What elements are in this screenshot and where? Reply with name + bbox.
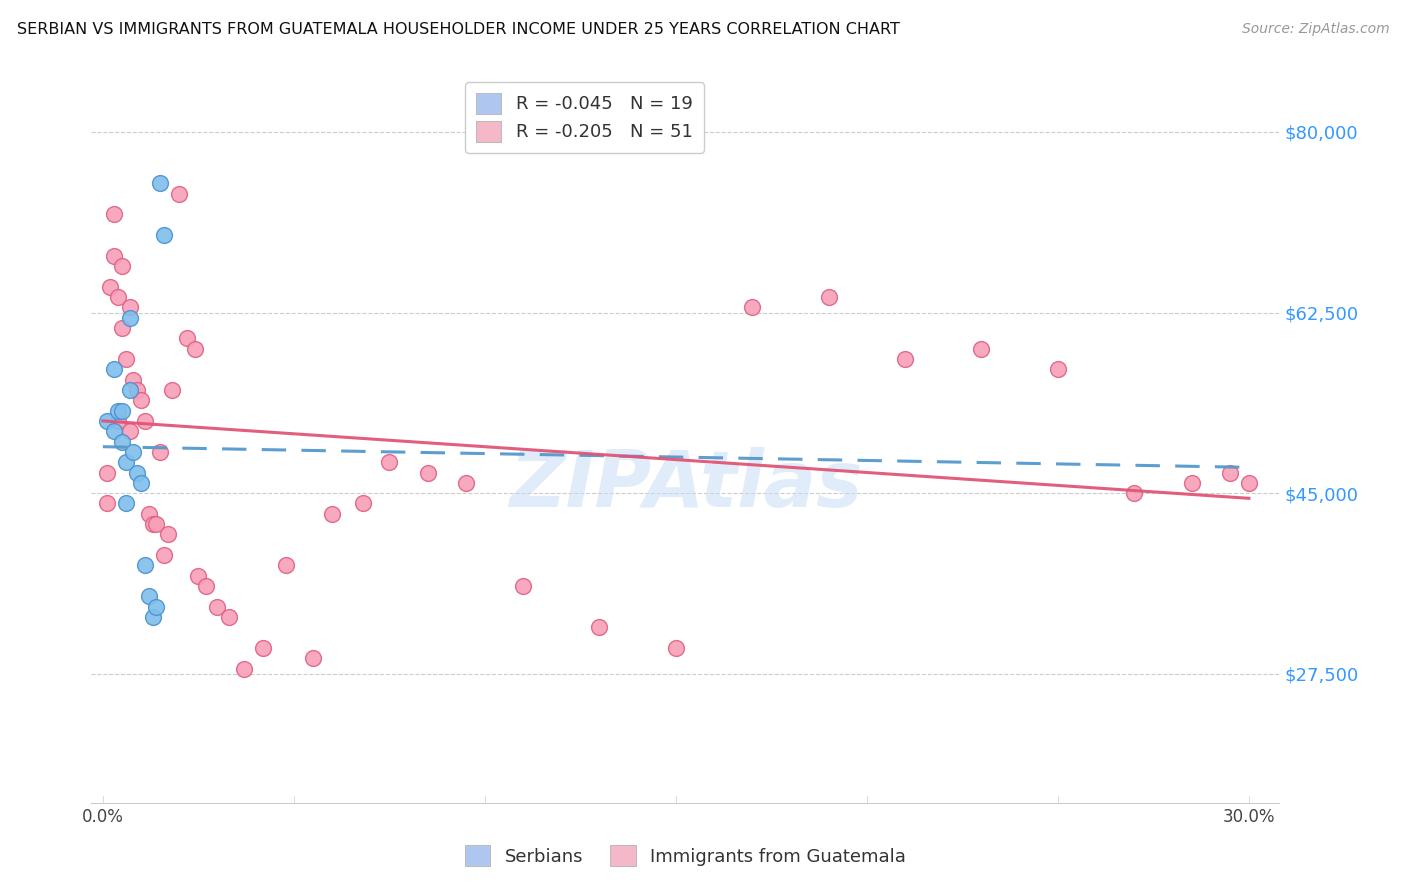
Point	[454, 475, 477, 490]
Point	[145, 517, 167, 532]
Point	[817, 290, 839, 304]
Point	[665, 640, 688, 655]
Point	[252, 640, 274, 655]
Point	[118, 301, 141, 315]
Point	[129, 475, 152, 490]
Text: Source: ZipAtlas.com: Source: ZipAtlas.com	[1241, 22, 1389, 37]
Point	[512, 579, 534, 593]
Point	[129, 393, 152, 408]
Point	[156, 527, 179, 541]
Point	[416, 466, 439, 480]
Point	[134, 414, 156, 428]
Point	[1181, 475, 1204, 490]
Point	[134, 558, 156, 573]
Point	[96, 466, 118, 480]
Point	[741, 301, 763, 315]
Point	[114, 351, 136, 366]
Point	[588, 620, 610, 634]
Point	[167, 186, 190, 201]
Point	[107, 403, 129, 417]
Point	[118, 383, 141, 397]
Point	[127, 383, 149, 397]
Point	[107, 290, 129, 304]
Point	[276, 558, 298, 573]
Point	[1046, 362, 1069, 376]
Point	[183, 342, 205, 356]
Point	[1219, 466, 1241, 480]
Point	[111, 259, 134, 273]
Point	[118, 310, 141, 325]
Point	[96, 496, 118, 510]
Legend: Serbians, Immigrants from Guatemala: Serbians, Immigrants from Guatemala	[458, 838, 912, 873]
Point	[141, 610, 163, 624]
Point	[145, 599, 167, 614]
Point	[114, 455, 136, 469]
Point	[894, 351, 917, 366]
Point	[207, 599, 229, 614]
Point	[138, 507, 160, 521]
Point	[138, 590, 160, 604]
Point	[149, 445, 172, 459]
Point	[118, 424, 141, 438]
Point	[114, 496, 136, 510]
Point	[122, 445, 145, 459]
Point	[218, 610, 240, 624]
Point	[153, 228, 176, 243]
Point	[302, 651, 325, 665]
Point	[1237, 475, 1260, 490]
Point	[1123, 486, 1146, 500]
Point	[321, 507, 343, 521]
Point	[103, 249, 125, 263]
Point	[352, 496, 374, 510]
Point	[107, 414, 129, 428]
Point	[149, 177, 172, 191]
Point	[141, 517, 163, 532]
Point	[122, 373, 145, 387]
Text: SERBIAN VS IMMIGRANTS FROM GUATEMALA HOUSEHOLDER INCOME UNDER 25 YEARS CORRELATI: SERBIAN VS IMMIGRANTS FROM GUATEMALA HOU…	[17, 22, 900, 37]
Point	[970, 342, 993, 356]
Point	[100, 279, 122, 293]
Point	[111, 403, 134, 417]
Text: ZIPAtlas: ZIPAtlas	[509, 447, 862, 523]
Point	[233, 662, 256, 676]
Point	[195, 579, 218, 593]
Point	[111, 434, 134, 449]
Point	[176, 331, 198, 345]
Point	[127, 466, 149, 480]
Point	[103, 362, 125, 376]
Point	[96, 414, 118, 428]
Point	[103, 424, 125, 438]
Point	[111, 321, 134, 335]
Point	[160, 383, 183, 397]
Point	[187, 568, 209, 582]
Point	[153, 548, 176, 562]
Point	[103, 207, 125, 221]
Point	[378, 455, 401, 469]
